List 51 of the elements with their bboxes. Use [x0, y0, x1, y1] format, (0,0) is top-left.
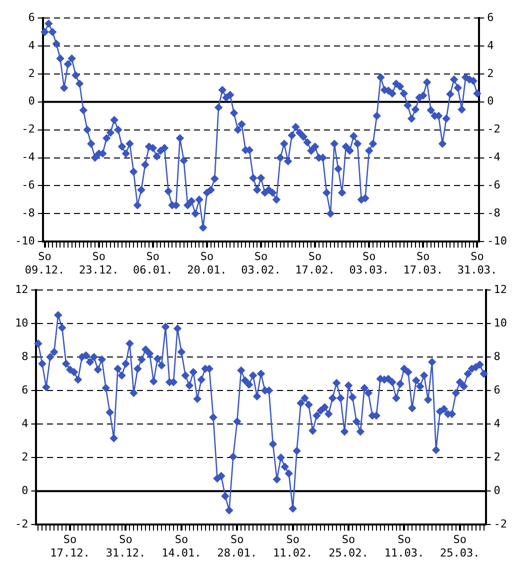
y2-tick-label: 2: [494, 450, 500, 464]
y-tick-label: -10: [14, 234, 35, 248]
y2-tick-label: 6: [487, 10, 494, 24]
y2-tick-label: -10: [487, 234, 508, 248]
x-tick-label: So 23.12.: [78, 250, 119, 276]
y-tick-label: 4: [28, 38, 36, 52]
x-tick-label: So 14.01.: [162, 533, 202, 560]
y2-tick-label: 6: [494, 383, 500, 396]
y2-tick-label: 10: [494, 316, 508, 330]
x-tick-label: So 09.12.: [24, 250, 65, 276]
y2-tick-label: 12: [494, 282, 508, 296]
y-tick-label: 4: [22, 416, 29, 430]
y-tick-label: -2: [22, 122, 35, 136]
y2-tick-label: 0: [487, 94, 494, 108]
y-tick-label: 0: [28, 94, 35, 108]
x-tick-label: So 06.01.: [133, 250, 173, 276]
x-tick-label: So 17.02.: [295, 250, 335, 276]
x-tick-label: So 03.03.: [349, 250, 389, 276]
x-tick-label: So 20.01.: [187, 250, 227, 276]
y-tick-label: 0: [22, 484, 28, 497]
x-tick-label: So 17.03.: [403, 250, 444, 276]
y-tick-label: -6: [22, 178, 35, 192]
y-tick-label: 2: [22, 450, 28, 464]
y-tick-label: -2: [14, 517, 28, 530]
y2-tick-label: 2: [487, 66, 494, 80]
y-tick-label: 12: [14, 282, 28, 296]
y2-tick-label: 0: [494, 484, 500, 497]
y2-tick-label: -4: [487, 150, 501, 164]
x-tick-label: So 28.01.: [217, 533, 258, 560]
x-tick-label: So 17.12.: [50, 533, 90, 560]
x-tick-label: So 03.02.: [241, 250, 281, 276]
y-tick-label: 6: [28, 10, 35, 24]
y-tick-label: -4: [22, 150, 36, 164]
y2-tick-label: 8: [494, 350, 500, 363]
y-tick-label: 6: [22, 383, 28, 396]
x-tick-label: So 25.03.: [440, 533, 480, 560]
y2-tick-label: 4: [494, 416, 501, 430]
y-tick-label: 8: [22, 350, 28, 363]
y2-tick-label: -2: [487, 122, 500, 136]
y-tick-label: 2: [28, 66, 35, 80]
x-tick-label: So 11.03.: [384, 533, 424, 560]
y-tick-label: -8: [22, 206, 35, 220]
y2-tick-label: -8: [487, 206, 500, 220]
y-tick-label: 10: [14, 316, 28, 330]
x-tick-label: So 11.02.: [272, 533, 313, 560]
y2-tick-label: 4: [487, 38, 494, 52]
y2-tick-label: -2: [494, 517, 508, 530]
x-tick-label: So 31.03.: [457, 250, 498, 276]
x-tick-label: So 25.02.: [328, 533, 368, 560]
y2-tick-label: -6: [487, 178, 500, 192]
x-tick-label: So 31.12.: [106, 533, 146, 560]
